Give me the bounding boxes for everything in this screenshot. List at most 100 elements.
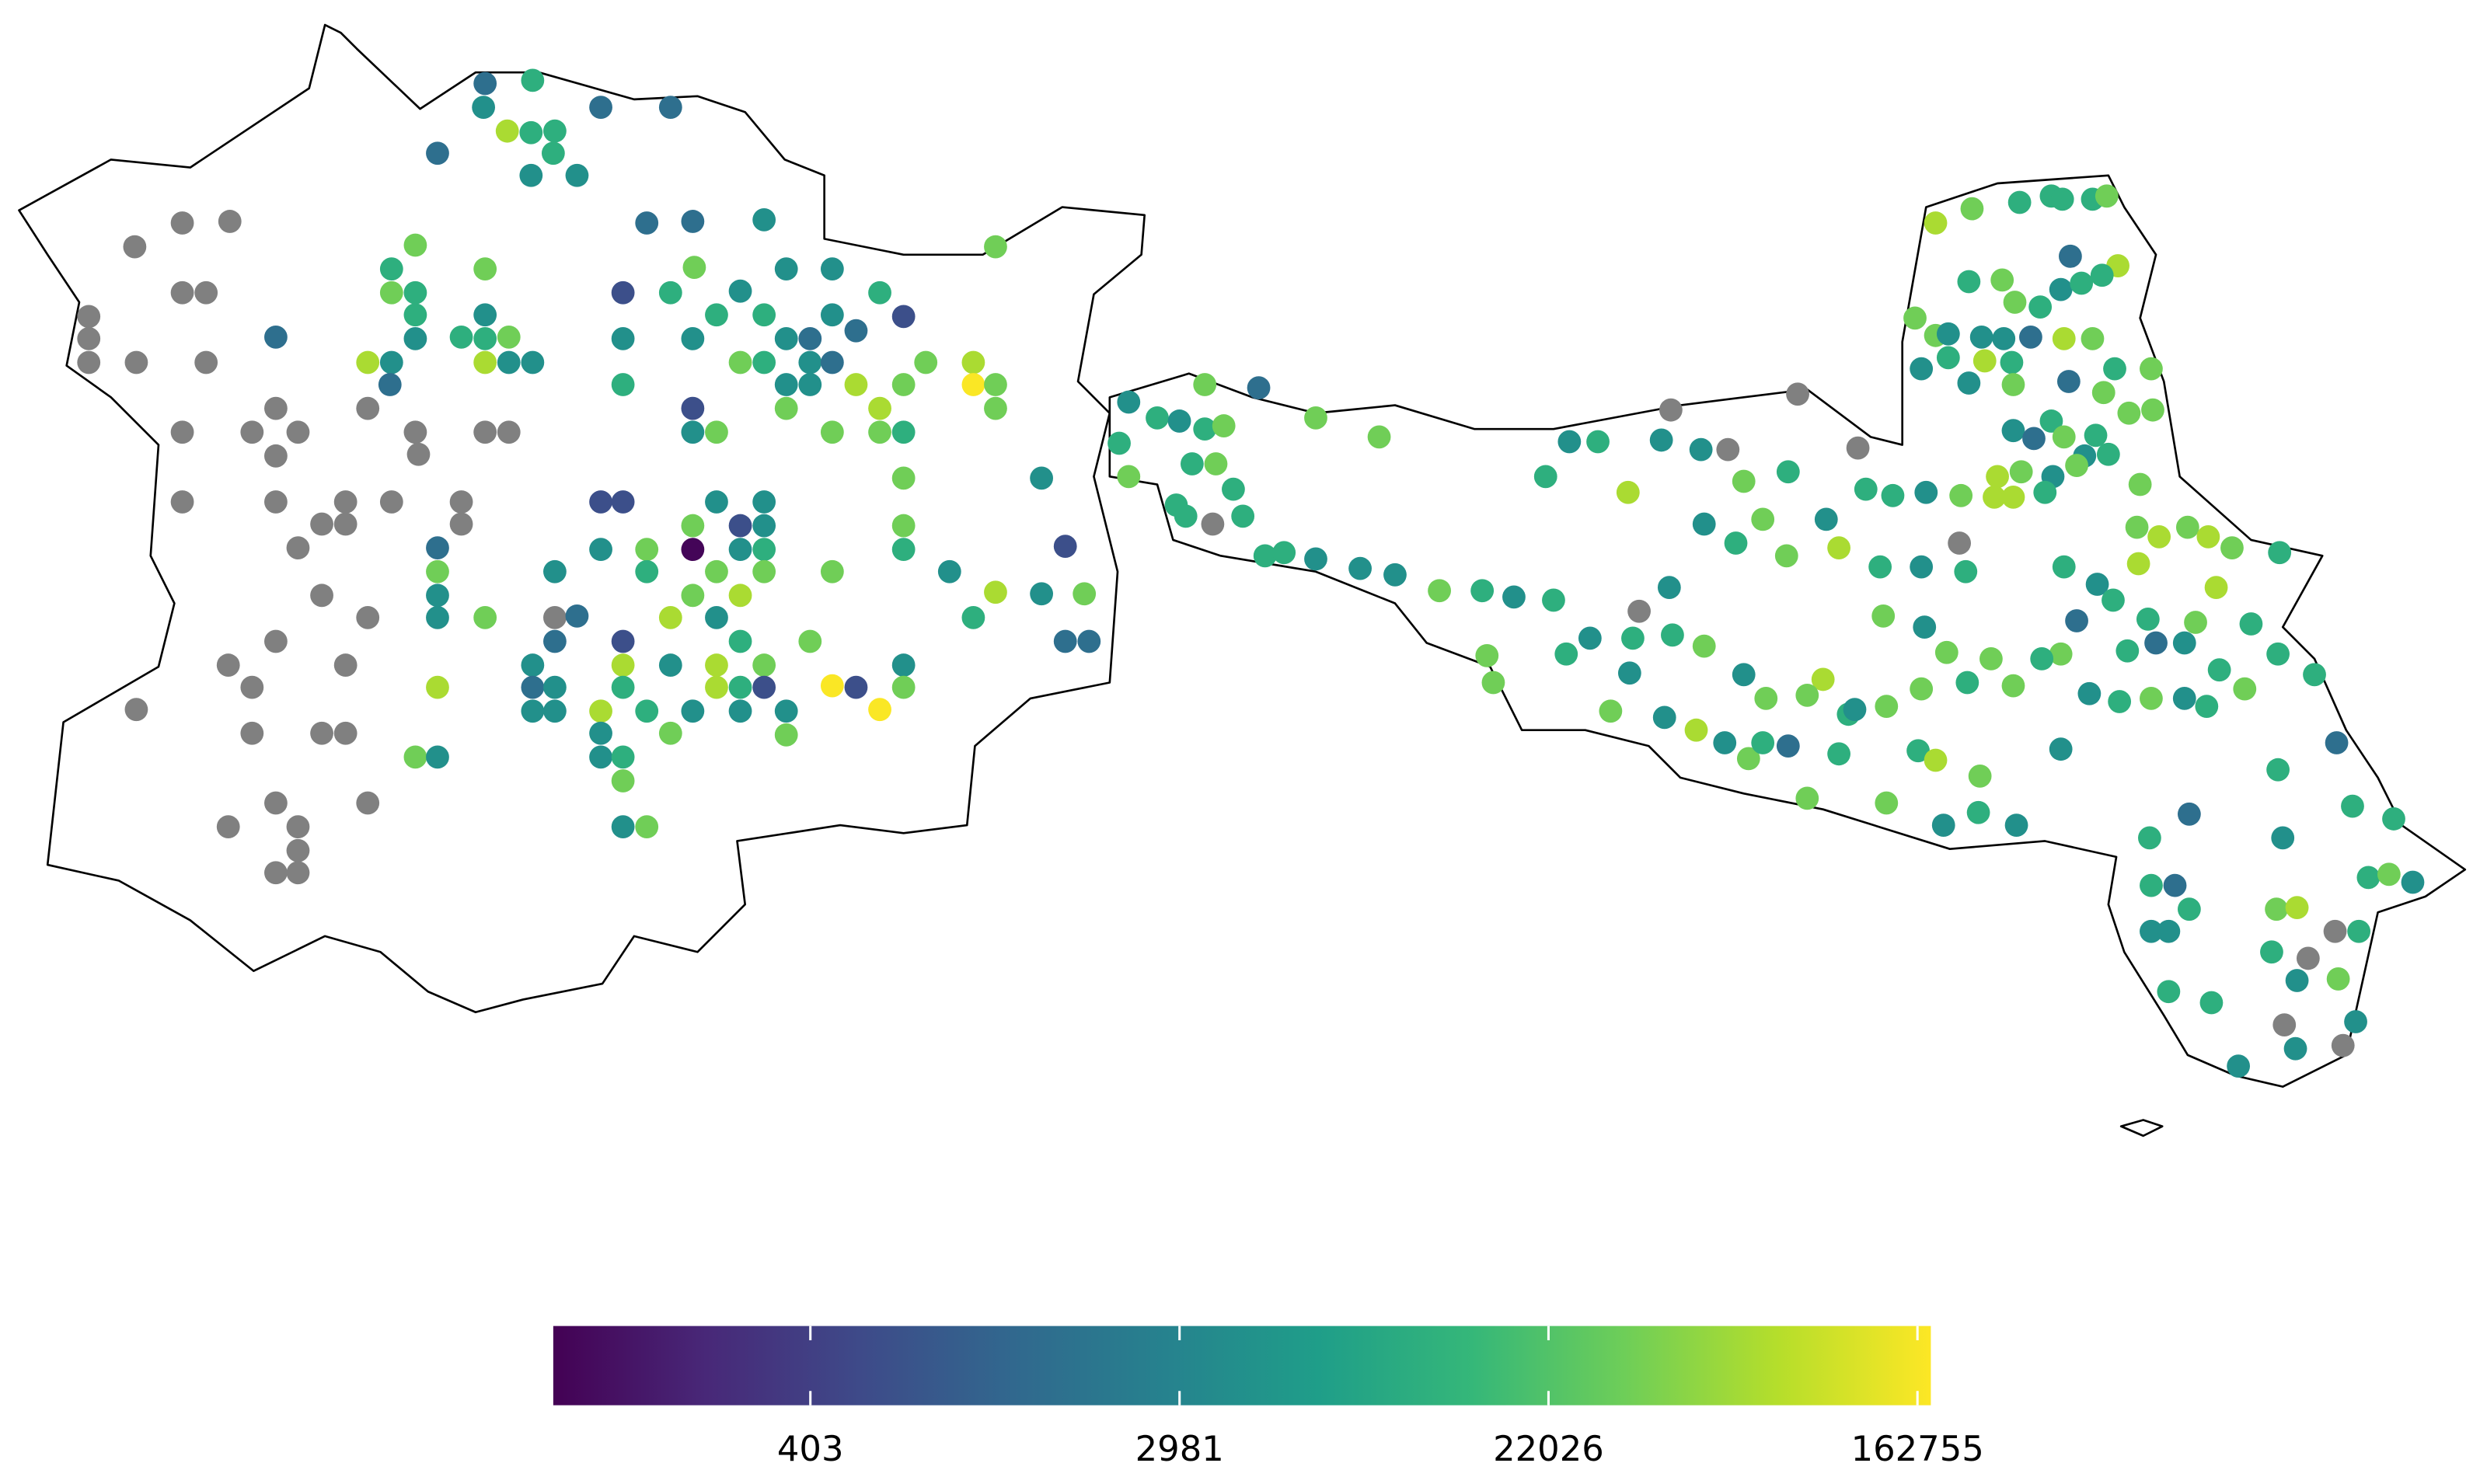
station-point [1955, 671, 1979, 695]
station-point [681, 538, 705, 562]
station-point [1960, 197, 1984, 221]
station-point [937, 559, 961, 583]
station-point [495, 119, 519, 143]
station-point [1875, 791, 1899, 815]
station-point [868, 698, 891, 722]
station-point [611, 280, 635, 305]
station-point [2296, 946, 2320, 970]
station-point [681, 699, 705, 723]
station-point [1533, 465, 1557, 489]
station-point [2344, 1010, 2367, 1033]
station-point [1957, 371, 1981, 395]
station-point [123, 235, 147, 259]
station-point [1846, 436, 1870, 460]
station-point [752, 538, 776, 562]
station-point [264, 490, 288, 514]
station-point [521, 653, 545, 677]
station-point [403, 233, 427, 257]
station-point [2285, 969, 2309, 992]
station-point [658, 280, 682, 305]
station-point [681, 420, 705, 444]
station-point [379, 257, 403, 281]
station-point [2056, 370, 2081, 393]
station-point [1692, 634, 1716, 658]
station-point [1616, 480, 1640, 504]
station-point [521, 68, 545, 92]
station-point [658, 96, 682, 119]
station-point [914, 350, 938, 374]
station-point [1881, 483, 1905, 507]
station-point [356, 605, 380, 629]
station-point [2285, 896, 2309, 920]
station-point [264, 791, 288, 815]
station-point [891, 675, 916, 699]
station-point [1795, 683, 1819, 707]
station-point [1736, 747, 1760, 771]
station-point [2065, 454, 2088, 477]
station-point [2195, 695, 2219, 718]
station-point [1934, 640, 1959, 664]
station-point [891, 305, 916, 329]
station-point [844, 373, 868, 396]
station-point [752, 559, 776, 583]
station-point [356, 396, 380, 420]
station-point [379, 280, 403, 305]
station-point [1684, 718, 1708, 742]
station-point [611, 326, 635, 350]
station-point [611, 653, 635, 677]
station-point [1868, 555, 1892, 579]
station-point [333, 490, 358, 514]
station-point [589, 490, 612, 514]
station-point [820, 420, 844, 444]
station-point [1107, 431, 1131, 455]
station-point [1621, 626, 1645, 650]
station-point [1827, 536, 1850, 560]
station-point [2266, 758, 2290, 782]
station-point [611, 629, 635, 653]
station-point [1204, 452, 1228, 476]
station-point [752, 208, 776, 232]
station-point [728, 538, 752, 562]
station-point [1659, 398, 1683, 422]
station-point [124, 698, 148, 722]
station-point [1969, 325, 1993, 349]
station-point [2283, 1036, 2307, 1061]
station-point [1906, 739, 1930, 763]
station-point [2136, 608, 2160, 631]
station-point [1053, 535, 1077, 558]
station-point [1470, 579, 1495, 603]
station-point [565, 604, 589, 628]
station-point [1795, 786, 1819, 810]
station-point [403, 745, 427, 769]
station-point [426, 536, 449, 560]
station-point [984, 396, 1007, 420]
station-point [2326, 967, 2350, 991]
station-point [473, 257, 497, 281]
station-point [752, 653, 776, 677]
station-point [1924, 748, 1948, 772]
station-point [2077, 681, 2102, 705]
station-point [2272, 1013, 2297, 1036]
station-point [1936, 322, 1960, 346]
station-point [611, 490, 635, 514]
station-point [2303, 663, 2326, 687]
station-point [1827, 742, 1850, 766]
station-point [1652, 705, 1676, 730]
station-point [2052, 326, 2076, 350]
station-point [218, 210, 242, 233]
station-point [1992, 326, 2016, 350]
station-point [2157, 919, 2181, 943]
station-point [2125, 515, 2149, 539]
station-point [1689, 437, 1713, 462]
station-point [2147, 524, 2171, 549]
station-point [658, 653, 682, 677]
station-point [2081, 326, 2105, 350]
station-point [774, 257, 798, 281]
station-point [1212, 414, 1236, 437]
station-point [1475, 643, 1499, 667]
region-outline [18, 23, 1146, 1014]
station-point [2096, 442, 2120, 466]
island-outline [2119, 1119, 2164, 1137]
station-point [543, 675, 567, 699]
station-point [589, 721, 612, 745]
